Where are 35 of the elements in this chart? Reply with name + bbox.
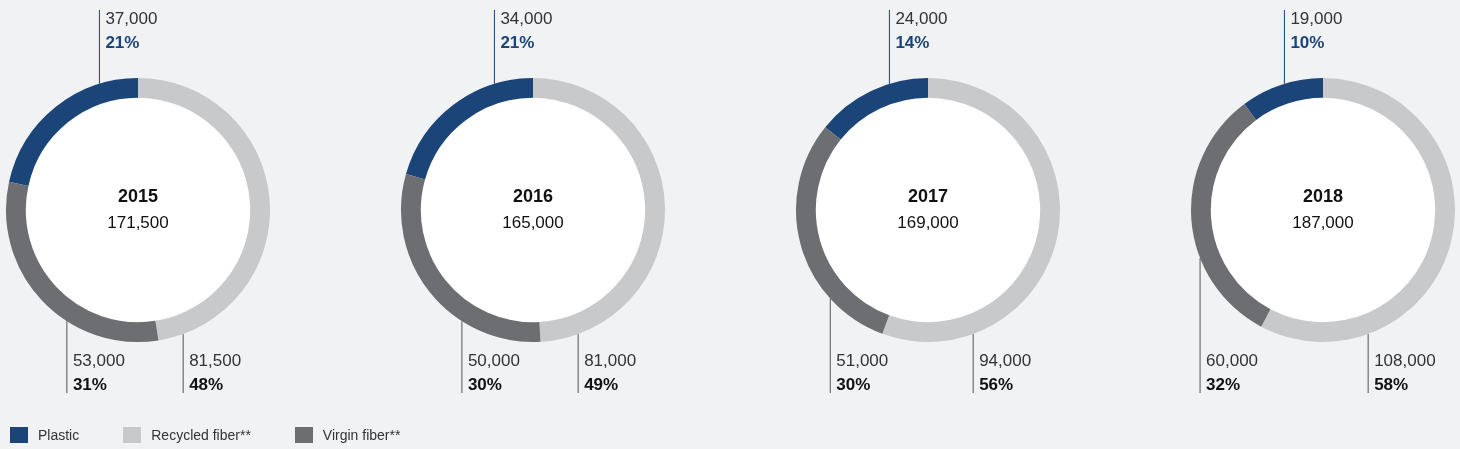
text: 48% — [189, 375, 224, 394]
data-label: 51,000 — [836, 351, 889, 370]
text: 56% — [979, 375, 1014, 394]
text: 10% — [1290, 33, 1325, 52]
legend-label: Recycled fiber** — [151, 427, 251, 443]
text: 2015 — [117, 186, 159, 206]
text: 14% — [895, 33, 930, 52]
data-label: 37,000 — [105, 9, 158, 28]
data-label: 34,000 — [500, 9, 553, 28]
text: 31% — [72, 375, 107, 394]
text: 187,000 — [1292, 213, 1354, 232]
text: 2016 — [512, 186, 554, 206]
data-label: 60,000 — [1206, 351, 1259, 370]
text: 2018 — [1302, 186, 1344, 206]
text: 21% — [500, 33, 535, 52]
legend-label: Plastic — [38, 427, 80, 443]
legend-label: Virgin fiber** — [322, 427, 401, 443]
data-label: 53,000 — [72, 351, 125, 370]
data-label: 81,000 — [584, 351, 637, 370]
text: 30% — [467, 375, 502, 394]
text: 49% — [584, 375, 619, 394]
text: 58% — [1374, 375, 1409, 394]
text: 32% — [1206, 375, 1241, 394]
data-label: 50,000 — [467, 351, 520, 370]
text: 2017 — [907, 186, 949, 206]
data-label: 81,500 — [189, 351, 242, 370]
text: 30% — [836, 375, 871, 394]
text: 165,000 — [502, 213, 564, 232]
data-label: 94,000 — [979, 351, 1032, 370]
data-label: 24,000 — [895, 9, 948, 28]
text: 171,500 — [107, 213, 169, 232]
text: 169,000 — [897, 213, 959, 232]
data-label: 19,000 — [1290, 9, 1343, 28]
text: 21% — [105, 33, 140, 52]
data-label: 108,000 — [1374, 351, 1436, 370]
